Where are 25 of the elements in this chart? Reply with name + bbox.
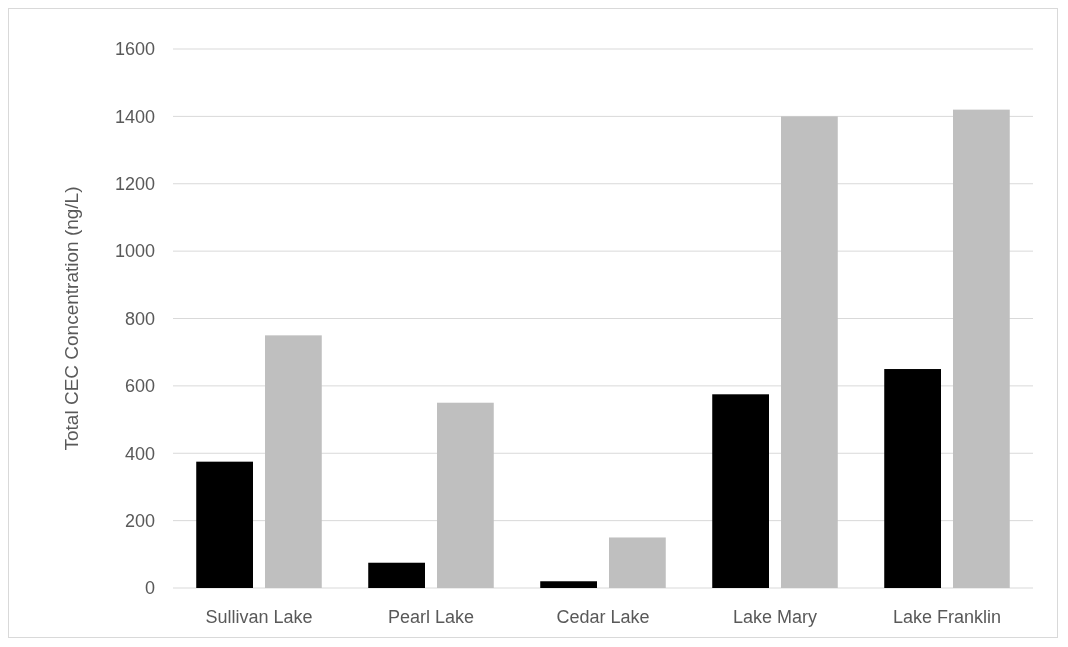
y-tick-label: 1600 (114, 39, 155, 60)
y-axis-title: Total CEC Concentration (ng/L) (61, 186, 82, 451)
x-tick-label: Lake Franklin (892, 607, 1002, 627)
bar (884, 369, 941, 588)
bar (540, 581, 597, 588)
x-tick-label: Lake Mary (732, 607, 818, 627)
bar (265, 335, 322, 588)
y-tick-label: 600 (124, 376, 155, 397)
bar (712, 394, 769, 588)
bar (953, 109, 1010, 588)
y-tick-label: 0 (144, 578, 155, 599)
y-tick-label: 1400 (114, 106, 155, 127)
bar (609, 537, 666, 588)
bar (781, 116, 838, 588)
bar (196, 461, 253, 588)
y-tick-label: 1000 (114, 241, 155, 262)
x-tick-label: Cedar Lake (556, 607, 650, 627)
x-tick-label: Pearl Lake (387, 607, 475, 627)
y-tick-label: 1200 (114, 174, 155, 195)
bar (368, 562, 425, 588)
bar (437, 402, 494, 588)
y-tick-label: 400 (124, 443, 155, 464)
y-tick-label: 200 (124, 510, 155, 531)
y-tick-label: 800 (124, 308, 155, 329)
x-tick-label: Sullivan Lake (205, 607, 313, 627)
